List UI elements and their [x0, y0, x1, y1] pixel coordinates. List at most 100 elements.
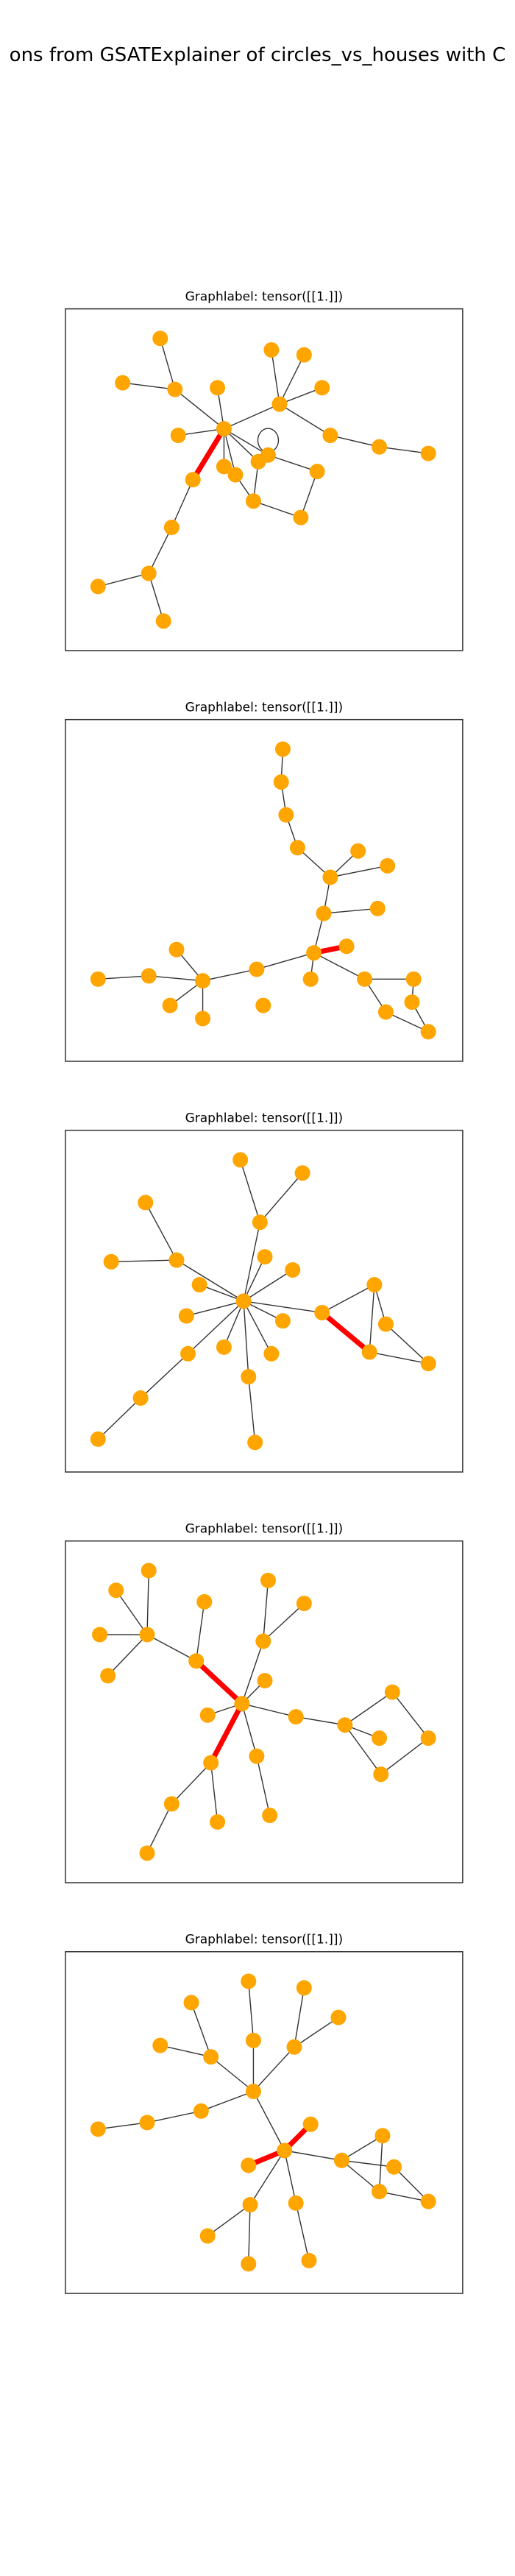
node — [170, 428, 186, 444]
node — [322, 869, 338, 885]
node — [152, 330, 168, 347]
edge — [186, 1301, 244, 1317]
node — [195, 1011, 211, 1027]
node — [90, 578, 106, 595]
node — [92, 1627, 108, 1643]
edge — [146, 1803, 172, 1854]
edge — [259, 1172, 303, 1223]
node — [185, 472, 201, 488]
panel-frame — [65, 1540, 464, 1883]
edge — [271, 350, 280, 405]
node — [285, 1262, 301, 1278]
node — [420, 1024, 436, 1040]
node — [249, 1748, 265, 1764]
panel-label: Graphlabel: tensor([[1.]]) — [185, 1111, 344, 1126]
edge — [107, 1634, 148, 1677]
node — [374, 2128, 391, 2144]
node — [216, 421, 232, 437]
node — [384, 1684, 400, 1700]
graph-panel: Graphlabel: tensor([[1.]]) — [65, 289, 464, 651]
node — [196, 1593, 213, 1610]
edge — [252, 2091, 285, 2151]
edge — [341, 2135, 383, 2161]
edge — [243, 1256, 266, 1302]
node — [155, 613, 171, 629]
node — [235, 1293, 252, 1309]
panel-label: Graphlabel: tensor([[1.]]) — [185, 1522, 344, 1537]
node — [191, 1277, 207, 1293]
edge — [248, 1376, 256, 1443]
edge — [313, 952, 365, 980]
node — [203, 1755, 219, 1771]
node — [302, 2116, 319, 2132]
edge — [148, 527, 172, 574]
edge — [341, 2159, 394, 2168]
edge — [243, 1222, 261, 1301]
node — [90, 1431, 106, 1447]
highlighted-edge — [319, 1309, 372, 1355]
node — [274, 1313, 291, 1329]
edge — [174, 389, 224, 430]
node — [138, 1195, 154, 1211]
edge — [253, 500, 302, 518]
edge — [369, 1284, 375, 1353]
node — [405, 971, 422, 987]
node — [372, 439, 388, 455]
edge — [207, 2204, 251, 2237]
node — [263, 1345, 280, 1362]
node — [193, 2103, 209, 2119]
node — [199, 1707, 216, 1723]
figure-title: ons from GSATExplainer of circles_vs_hou… — [10, 44, 506, 66]
node — [103, 1253, 119, 1270]
node — [262, 1808, 278, 1824]
node — [404, 994, 420, 1011]
edge — [330, 865, 388, 878]
node — [257, 1249, 273, 1265]
node — [278, 807, 294, 823]
edge — [248, 1981, 255, 2041]
node — [163, 1796, 180, 1812]
node — [306, 945, 322, 961]
node — [369, 900, 386, 916]
node — [296, 1596, 312, 1612]
edge — [294, 1987, 305, 2048]
node — [314, 1304, 330, 1320]
edge — [146, 2110, 202, 2123]
highlighted-edge — [190, 426, 227, 483]
edge — [249, 2150, 285, 2205]
node — [139, 1845, 155, 1861]
edge — [379, 2190, 429, 2202]
edge — [295, 2203, 310, 2261]
node — [203, 2049, 219, 2065]
edge — [263, 1580, 269, 1641]
node — [227, 467, 244, 483]
edge — [256, 952, 314, 970]
edge — [241, 1641, 264, 1704]
panel-frame — [65, 1129, 464, 1473]
node — [141, 565, 157, 581]
node — [373, 1766, 389, 1783]
edge — [148, 573, 164, 621]
edge — [369, 1351, 429, 1365]
node — [420, 445, 436, 461]
panel-frame — [65, 718, 464, 1062]
node — [183, 1995, 199, 2011]
edge — [160, 338, 176, 390]
node — [260, 1572, 276, 1588]
node — [372, 1730, 388, 1747]
node — [333, 2152, 349, 2168]
node — [338, 938, 355, 955]
edge — [188, 1301, 244, 1354]
node — [372, 2184, 388, 2200]
edge — [341, 2159, 380, 2193]
node — [386, 2159, 402, 2175]
node — [420, 2193, 436, 2209]
edge — [195, 1602, 205, 1661]
node — [234, 1696, 250, 1712]
node — [245, 2084, 261, 2100]
node — [249, 961, 265, 977]
node — [90, 971, 106, 987]
node — [141, 968, 157, 984]
node — [301, 2252, 317, 2268]
